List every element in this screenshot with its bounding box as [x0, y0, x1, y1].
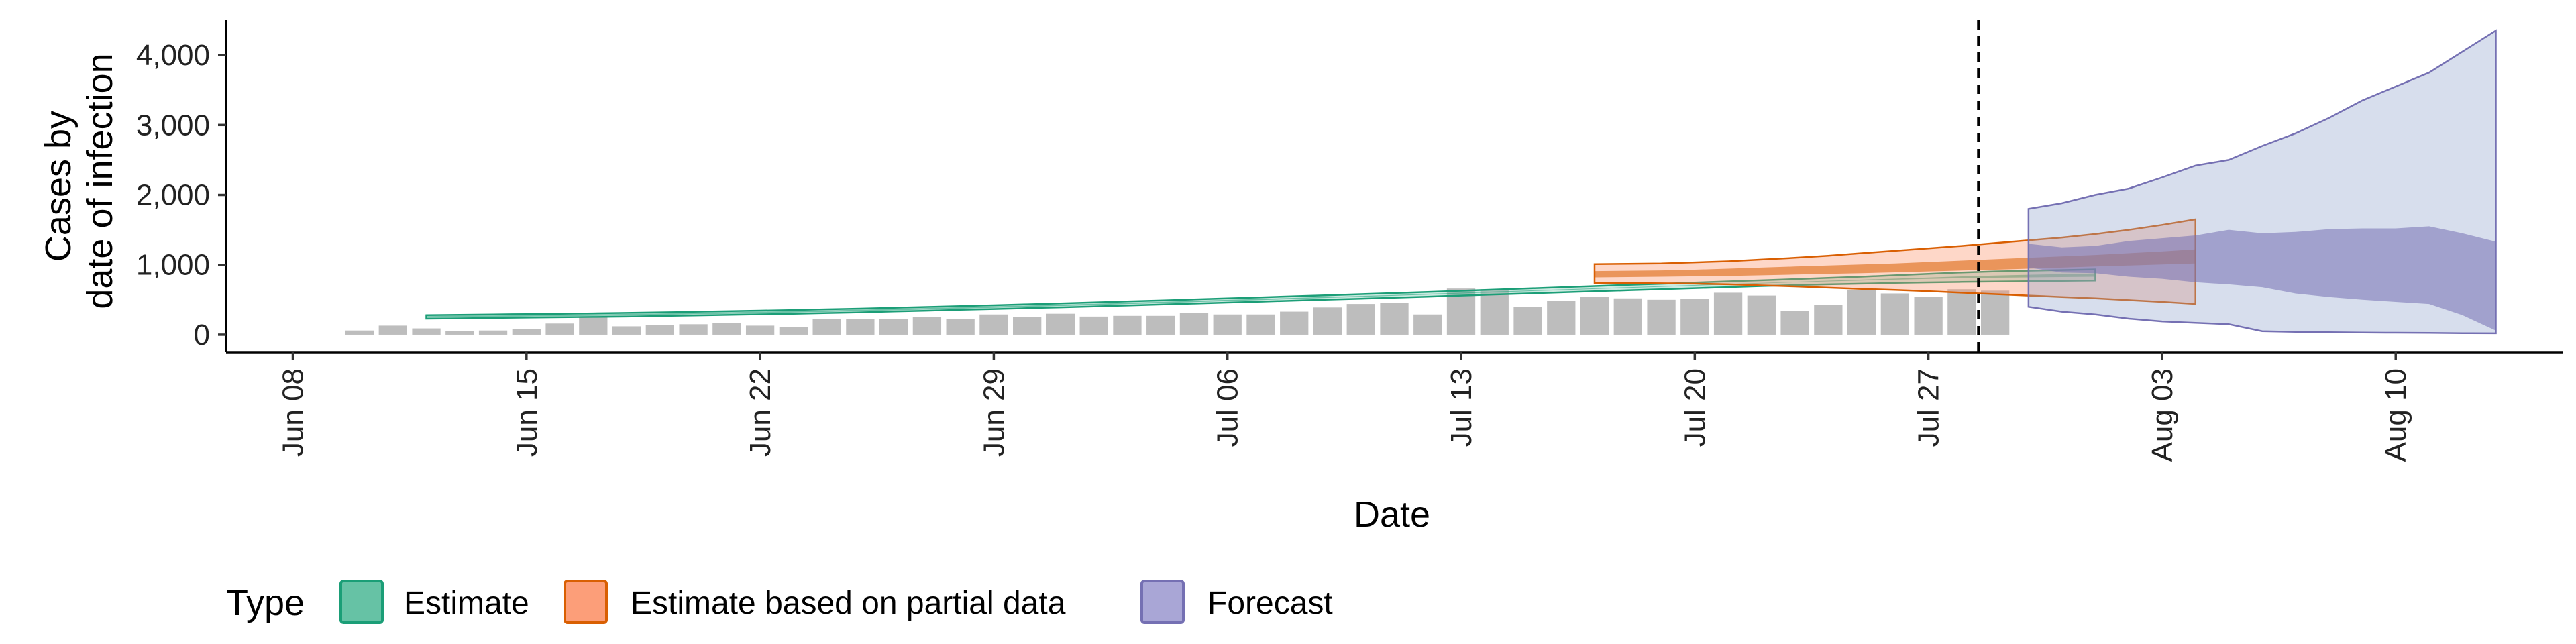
y-tick-label: 3,000: [136, 109, 210, 142]
legend-label-partial: Estimate based on partial data: [631, 586, 1066, 621]
case-bar: [812, 318, 841, 335]
y-axis-title-line-2: date of infection: [80, 53, 120, 309]
case-bar: [545, 323, 574, 335]
case-bar: [1547, 301, 1576, 335]
case-bar: [1113, 315, 1142, 335]
y-axis-title-line-1: Cases by: [38, 111, 78, 262]
legend-swatch-forecast: [1140, 580, 1185, 624]
case-bar: [1013, 317, 1042, 335]
legend-swatch-estimate: [339, 580, 384, 624]
case-bar: [912, 317, 942, 335]
case-bar: [1313, 307, 1342, 335]
x-tick-label: Jul 27: [1913, 368, 1945, 447]
case-bar: [345, 330, 374, 335]
legend: Type Estimate Estimate based on partial …: [226, 580, 1333, 624]
band-90-estimate: [425, 268, 2096, 320]
case-bar: [1079, 316, 1108, 335]
band-50-estimate-based-on-partial-data: [1595, 249, 2196, 278]
case-bar: [1914, 297, 1943, 335]
x-axis-title: Date: [1354, 494, 1430, 535]
y-axis-title: Cases by date of infection: [38, 53, 120, 309]
x-tick-label: Jul 13: [1445, 368, 1478, 447]
legend-label-forecast: Forecast: [1208, 586, 1333, 621]
band-90-estimate-based-on-partial-data: [1593, 218, 2196, 305]
legend-title: Type: [226, 583, 305, 623]
case-bar: [1280, 311, 1309, 335]
y-tick-label: 4,000: [136, 39, 210, 72]
case-bar: [1814, 305, 1843, 335]
case-bar: [1480, 289, 1509, 335]
case-bar: [1947, 289, 1976, 335]
bands-layer: [425, 29, 2497, 335]
x-tick-label: Aug 03: [2146, 368, 2179, 462]
case-bar: [1880, 293, 1910, 335]
case-bar: [1713, 292, 1743, 335]
case-bar: [879, 318, 908, 335]
band-50-estimate: [426, 273, 2096, 318]
case-bar: [946, 318, 975, 335]
case-bar: [1847, 290, 1876, 335]
case-bar: [1046, 313, 1075, 335]
case-bar: [745, 325, 775, 335]
y-tick-label: 2,000: [136, 179, 210, 212]
y-tick-label: 1,000: [136, 249, 210, 282]
x-tick-label: Aug 10: [2379, 368, 2412, 462]
case-bar: [378, 325, 407, 335]
case-bar: [412, 328, 441, 335]
case-bar: [1146, 315, 1175, 335]
case-bar: [1980, 290, 2010, 335]
case-bar: [445, 331, 474, 335]
case-bar: [1413, 314, 1442, 335]
case-bar: [712, 323, 741, 335]
x-tick-label: Jul 06: [1212, 368, 1244, 447]
x-tick-label: Jun 08: [277, 368, 310, 457]
case-bar: [1380, 303, 1409, 335]
x-ticks: Jun 08 Jun 15 Jun 22 Jun 29 Jul 06 Jul 13 Jul …: [277, 352, 2412, 462]
case-bar: [478, 330, 508, 335]
case-bar: [1213, 314, 1242, 335]
x-tick-label: Jun 15: [511, 368, 543, 457]
case-bar: [1346, 304, 1375, 335]
x-tick-label: Jul 20: [1678, 368, 1711, 447]
case-bar: [679, 324, 708, 335]
x-tick-label: Jun 22: [744, 368, 777, 457]
case-bar: [1513, 307, 1542, 335]
case-bar: [1647, 299, 1676, 335]
x-tick-label: Jun 29: [977, 368, 1010, 457]
case-bar: [779, 327, 808, 335]
case-bar: [1780, 311, 1809, 335]
case-bar: [846, 319, 875, 335]
legend-swatch-partial: [564, 580, 608, 624]
case-bar: [579, 316, 608, 335]
case-bar: [979, 314, 1008, 335]
band-50-forecast: [2028, 226, 2496, 331]
case-bar: [1613, 298, 1642, 335]
case-bar: [1580, 297, 1609, 335]
case-bar: [612, 326, 641, 335]
case-bar: [512, 329, 541, 335]
case-bar: [645, 325, 674, 335]
case-bar: [1246, 314, 1275, 335]
case-bar: [1680, 299, 1709, 335]
case-bar: [1179, 313, 1209, 335]
case-bar: [1747, 295, 1776, 335]
bars-layer: [345, 288, 2010, 335]
y-tick-label: 0: [194, 319, 210, 352]
legend-label-estimate: Estimate: [404, 586, 529, 621]
y-ticks: 0 1,000 2,000 3,000 4,000: [136, 39, 226, 352]
